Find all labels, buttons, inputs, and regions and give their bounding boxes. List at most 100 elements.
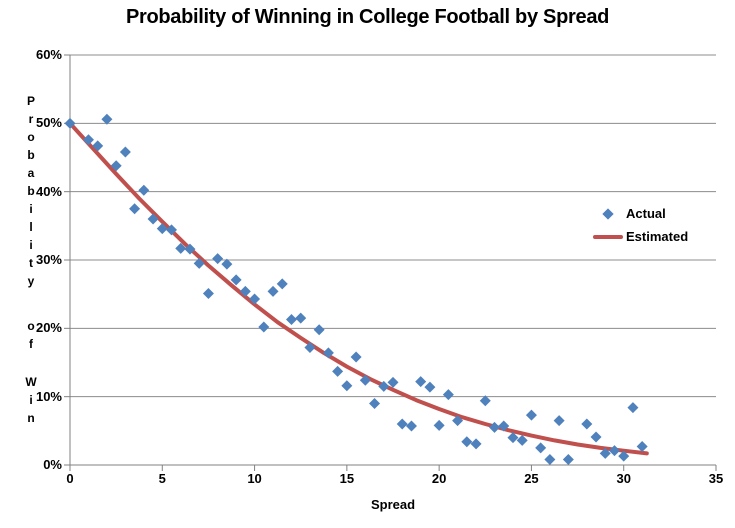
data-point-diamond[interactable] bbox=[64, 117, 76, 129]
data-point-diamond[interactable] bbox=[175, 242, 187, 254]
data-point-diamond[interactable] bbox=[516, 434, 528, 446]
data-point-diamond[interactable] bbox=[138, 184, 150, 196]
estimated-curve[interactable] bbox=[68, 121, 649, 456]
y-axis-title-letter: i bbox=[29, 238, 33, 252]
x-axis-title: Spread bbox=[370, 497, 416, 512]
y-axis-title-letter: a bbox=[27, 166, 35, 180]
data-point-diamond[interactable] bbox=[590, 431, 602, 443]
y-axis-tick-label: 30% bbox=[35, 252, 62, 267]
data-point-diamond[interactable] bbox=[461, 436, 473, 448]
data-point-diamond[interactable] bbox=[396, 418, 408, 430]
y-axis-title-letter: f bbox=[29, 337, 33, 351]
data-point-diamond[interactable] bbox=[433, 419, 445, 431]
data-point-diamond[interactable] bbox=[129, 203, 141, 215]
data-point-diamond[interactable] bbox=[249, 293, 261, 305]
legend-item-actual[interactable]: Actual bbox=[590, 202, 688, 225]
data-point-diamond[interactable] bbox=[341, 380, 353, 392]
data-point-diamond[interactable] bbox=[442, 389, 454, 401]
data-point-diamond[interactable] bbox=[553, 415, 565, 427]
data-point-diamond[interactable] bbox=[387, 376, 399, 388]
x-axis-tick-label: 30 bbox=[616, 471, 631, 486]
x-axis-tick-label: 25 bbox=[524, 471, 539, 486]
y-axis-tick-label: 20% bbox=[35, 320, 62, 336]
legend-label-estimated: Estimated bbox=[626, 229, 689, 244]
data-point-diamond[interactable] bbox=[147, 213, 159, 225]
x-axis-tick-label: 5 bbox=[158, 471, 166, 486]
data-point-diamond[interactable] bbox=[82, 134, 94, 146]
data-point-diamond[interactable] bbox=[562, 454, 574, 466]
data-point-diamond[interactable] bbox=[202, 287, 214, 299]
data-point-diamond[interactable] bbox=[156, 223, 168, 235]
x-axis-tick-label: 10 bbox=[247, 471, 262, 486]
y-axis-title-letter: b bbox=[27, 148, 35, 162]
x-axis-tick-label: 0 bbox=[66, 471, 74, 486]
data-point-diamond[interactable] bbox=[535, 442, 547, 454]
data-point-diamond[interactable] bbox=[507, 432, 519, 444]
data-point-diamond[interactable] bbox=[110, 160, 122, 172]
y-axis-title-letter: l bbox=[29, 220, 33, 234]
data-point-diamond[interactable] bbox=[544, 454, 556, 466]
y-axis-tick-label: 10% bbox=[35, 388, 62, 404]
data-point-diamond[interactable] bbox=[267, 285, 279, 297]
chart-title: Probability of Winning in College Footba… bbox=[125, 6, 610, 28]
data-point-diamond[interactable] bbox=[479, 395, 491, 407]
data-point-diamond[interactable] bbox=[193, 257, 205, 269]
x-axis-tick-label: 20 bbox=[431, 471, 447, 486]
data-point-diamond[interactable] bbox=[599, 447, 611, 459]
data-point-diamond[interactable] bbox=[636, 441, 648, 453]
y-axis-tick-label: 60% bbox=[35, 47, 62, 62]
data-point-diamond[interactable] bbox=[332, 365, 344, 377]
data-point-diamond[interactable] bbox=[627, 402, 639, 414]
data-point-diamond[interactable] bbox=[608, 445, 620, 457]
data-point-diamond[interactable] bbox=[498, 420, 510, 432]
y-axis-title-letter: o bbox=[27, 130, 35, 144]
data-point-diamond[interactable] bbox=[184, 243, 196, 255]
data-point-diamond[interactable] bbox=[378, 380, 390, 392]
data-point-diamond[interactable] bbox=[304, 341, 316, 353]
data-point-diamond[interactable] bbox=[230, 274, 242, 286]
data-point-diamond[interactable] bbox=[452, 415, 464, 427]
y-axis-title-letter: W bbox=[25, 375, 37, 389]
data-point-diamond[interactable] bbox=[489, 421, 501, 433]
data-point-diamond[interactable] bbox=[119, 146, 131, 158]
data-point-diamond[interactable] bbox=[166, 224, 178, 236]
data-point-diamond[interactable] bbox=[470, 438, 482, 450]
data-point-diamond[interactable] bbox=[525, 409, 537, 421]
data-point-diamond[interactable] bbox=[285, 313, 297, 325]
estimated-line-icon bbox=[590, 234, 626, 239]
legend-label-actual: Actual bbox=[626, 206, 666, 221]
y-axis-title-letter: t bbox=[29, 256, 33, 270]
data-point-diamond[interactable] bbox=[369, 398, 381, 410]
data-point-diamond[interactable] bbox=[618, 450, 630, 462]
x-axis-tick-label: 35 bbox=[708, 471, 724, 486]
legend-item-estimated[interactable]: Estimated bbox=[590, 225, 688, 248]
y-axis-title-letter: i bbox=[29, 202, 33, 216]
y-axis-title-letter: P bbox=[26, 94, 35, 108]
data-point-diamond[interactable] bbox=[212, 253, 224, 265]
data-point-diamond[interactable] bbox=[313, 324, 325, 336]
data-point-diamond[interactable] bbox=[239, 285, 251, 297]
y-axis-title-letter: n bbox=[27, 411, 35, 425]
legend: Actual Estimated bbox=[590, 202, 688, 248]
data-point-diamond[interactable] bbox=[405, 420, 417, 432]
data-point-diamond[interactable] bbox=[359, 374, 371, 386]
y-axis-title-letter: o bbox=[27, 319, 35, 333]
data-point-diamond[interactable] bbox=[350, 351, 362, 363]
data-point-diamond[interactable] bbox=[221, 258, 233, 270]
data-point-diamond[interactable] bbox=[276, 278, 288, 290]
y-axis-title-letter: b bbox=[27, 184, 35, 198]
data-point-diamond[interactable] bbox=[295, 312, 307, 324]
y-axis-tick-label: 0% bbox=[43, 457, 62, 472]
y-axis-title-letter: i bbox=[29, 393, 33, 407]
data-point-diamond[interactable] bbox=[258, 321, 270, 333]
y-axis-tick-label: 40% bbox=[35, 183, 62, 199]
data-point-diamond[interactable] bbox=[415, 376, 427, 388]
data-point-diamond[interactable] bbox=[322, 347, 334, 359]
data-point-diamond[interactable] bbox=[92, 140, 104, 152]
data-point-diamond[interactable] bbox=[101, 113, 113, 125]
data-point-diamond[interactable] bbox=[424, 381, 436, 393]
data-point-diamond[interactable] bbox=[581, 418, 593, 430]
y-axis-title-letter: r bbox=[28, 112, 34, 126]
